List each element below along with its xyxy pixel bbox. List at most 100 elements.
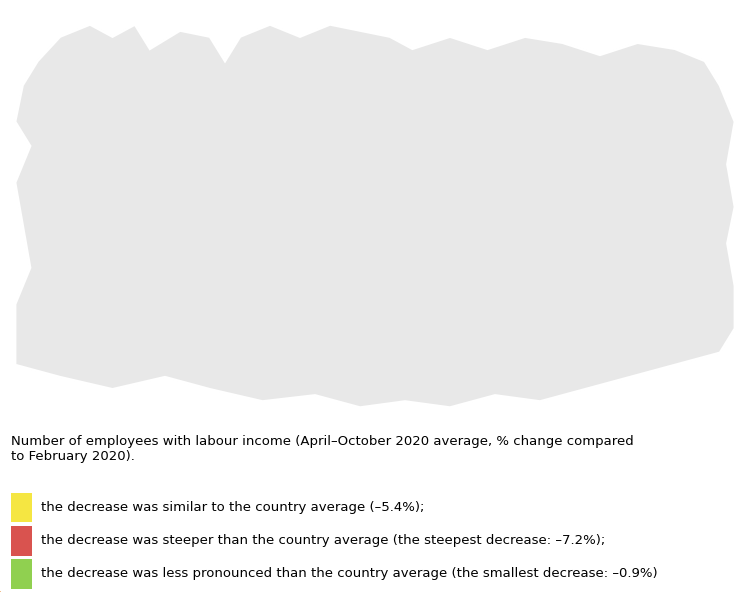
Polygon shape [0, 339, 229, 592]
Polygon shape [298, 194, 361, 258]
Polygon shape [585, 213, 650, 266]
Text: the decrease was similar to the country average (–5.4%);: the decrease was similar to the country … [41, 501, 424, 514]
Polygon shape [0, 229, 53, 592]
Polygon shape [375, 166, 434, 220]
Polygon shape [553, 324, 600, 417]
Polygon shape [308, 139, 376, 190]
Polygon shape [554, 197, 620, 250]
Polygon shape [676, 166, 750, 231]
Polygon shape [435, 258, 502, 316]
Polygon shape [0, 0, 292, 80]
Polygon shape [371, 255, 435, 310]
Polygon shape [87, 0, 207, 99]
Polygon shape [0, 128, 80, 265]
Polygon shape [219, 133, 289, 202]
Polygon shape [421, 138, 500, 195]
Polygon shape [381, 103, 441, 169]
Polygon shape [229, 337, 284, 441]
Polygon shape [568, 64, 629, 111]
Polygon shape [503, 258, 570, 311]
Polygon shape [154, 73, 225, 131]
Polygon shape [248, 285, 324, 346]
Polygon shape [662, 120, 721, 174]
Polygon shape [652, 227, 735, 275]
Polygon shape [622, 56, 666, 99]
Polygon shape [0, 256, 79, 306]
Polygon shape [458, 57, 520, 111]
Polygon shape [361, 339, 480, 592]
Polygon shape [488, 176, 564, 237]
Text: the decrease was steeper than the country average (the steepest decrease: –7.2%): the decrease was steeper than the countr… [41, 534, 605, 547]
Polygon shape [148, 186, 236, 242]
Polygon shape [225, 82, 291, 133]
Polygon shape [465, 316, 519, 421]
Polygon shape [480, 90, 541, 152]
Polygon shape [533, 291, 608, 340]
Polygon shape [557, 110, 616, 162]
Polygon shape [418, 0, 518, 65]
Polygon shape [0, 110, 111, 161]
Polygon shape [0, 0, 60, 150]
Polygon shape [645, 98, 694, 145]
Polygon shape [615, 161, 660, 213]
Polygon shape [389, 191, 435, 259]
Polygon shape [645, 178, 706, 229]
Polygon shape [249, 98, 318, 150]
Text: Number of employees with labour income (April–October 2020 average, % change com: Number of employees with labour income (… [11, 435, 634, 462]
Polygon shape [518, 217, 585, 270]
Polygon shape [650, 293, 750, 592]
Polygon shape [443, 213, 518, 272]
Polygon shape [505, 49, 572, 91]
Polygon shape [37, 225, 100, 283]
Polygon shape [600, 316, 750, 592]
Polygon shape [419, 324, 465, 388]
Polygon shape [314, 78, 387, 131]
Polygon shape [279, 119, 345, 179]
Polygon shape [610, 141, 680, 185]
Polygon shape [292, 0, 382, 67]
Polygon shape [619, 0, 750, 59]
Polygon shape [422, 99, 480, 147]
Polygon shape [278, 316, 364, 381]
Polygon shape [255, 219, 310, 263]
Polygon shape [690, 0, 750, 113]
Polygon shape [648, 70, 690, 110]
Polygon shape [585, 46, 635, 79]
Polygon shape [382, 0, 450, 63]
Polygon shape [681, 231, 750, 453]
FancyBboxPatch shape [11, 493, 32, 522]
Polygon shape [475, 271, 540, 337]
Polygon shape [555, 155, 615, 209]
Polygon shape [625, 204, 692, 256]
Polygon shape [196, 204, 255, 268]
Text: the decrease was less pronounced than the country average (the smallest decrease: the decrease was less pronounced than th… [41, 567, 658, 580]
Polygon shape [110, 124, 180, 182]
Polygon shape [645, 256, 692, 307]
Polygon shape [100, 191, 172, 253]
Polygon shape [0, 141, 82, 214]
Polygon shape [552, 0, 585, 70]
Polygon shape [585, 0, 619, 64]
Polygon shape [403, 79, 457, 109]
Polygon shape [413, 38, 466, 79]
Polygon shape [570, 259, 615, 316]
Polygon shape [340, 217, 410, 274]
Polygon shape [601, 96, 645, 148]
Polygon shape [320, 172, 375, 220]
FancyBboxPatch shape [11, 526, 32, 555]
Polygon shape [345, 115, 406, 172]
Polygon shape [357, 53, 413, 107]
Polygon shape [60, 0, 122, 110]
Polygon shape [692, 25, 750, 227]
Polygon shape [236, 173, 321, 231]
Polygon shape [75, 213, 137, 266]
Polygon shape [168, 254, 248, 316]
Polygon shape [518, 0, 622, 49]
Polygon shape [652, 0, 750, 70]
Polygon shape [610, 305, 748, 465]
Polygon shape [297, 255, 371, 321]
Polygon shape [0, 363, 532, 592]
Polygon shape [79, 262, 154, 316]
Polygon shape [82, 150, 150, 213]
Polygon shape [223, 0, 296, 82]
